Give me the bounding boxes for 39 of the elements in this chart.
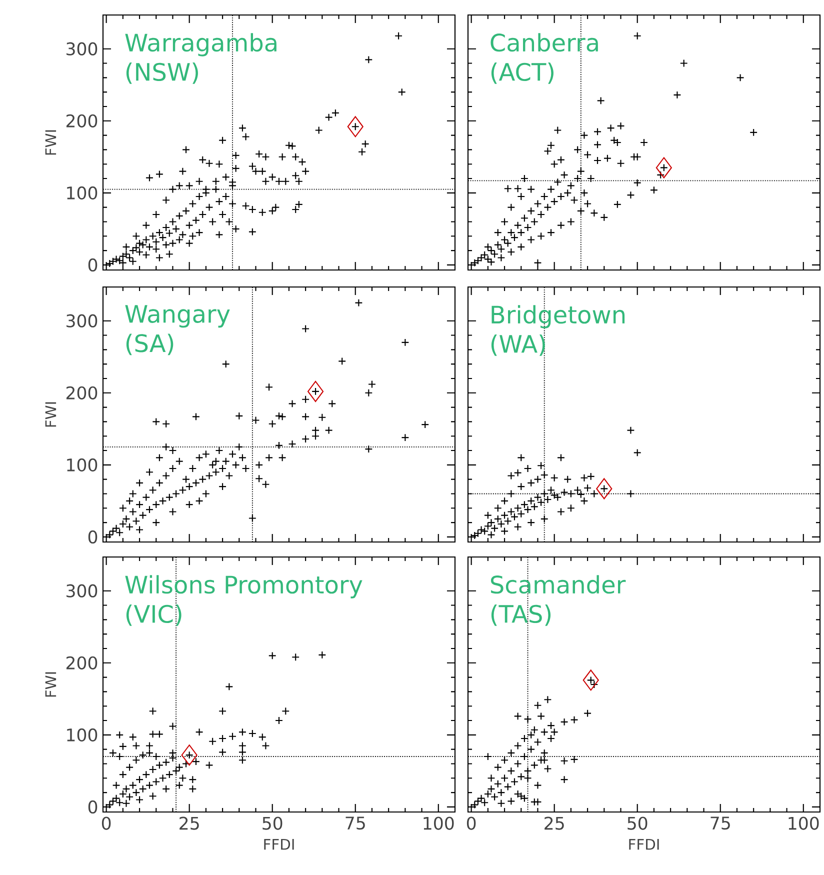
x-tick-label: 75 <box>346 816 365 830</box>
y-tick-label: 200 <box>66 656 97 670</box>
x-tick-label: 75 <box>710 816 730 830</box>
x-tick-label: 100 <box>788 816 819 830</box>
x-axis-title: FFDI <box>264 838 294 850</box>
y-axis-title: FWI <box>45 672 56 697</box>
text: Scamander <box>490 575 626 594</box>
text: (WA) <box>491 334 545 356</box>
text: (NSW) <box>126 62 198 84</box>
y-axis-title: FWI <box>45 130 56 155</box>
x-tick-label: 50 <box>262 816 282 830</box>
x-tick-label: 25 <box>179 816 199 830</box>
text: Bridgetown <box>492 305 624 328</box>
text: Warragamba <box>124 33 276 56</box>
y-tick-label: 100 <box>66 186 97 200</box>
x-tick-label: 25 <box>544 816 564 830</box>
x-tick-label: 50 <box>627 816 648 830</box>
text: (ACT) <box>491 62 554 84</box>
text: Canberra <box>490 33 598 52</box>
text: Wilsons Promontory <box>124 575 362 598</box>
y-tick-label: 100 <box>66 728 97 742</box>
y-tick-label: 200 <box>66 114 97 128</box>
y-tick-label: 0 <box>88 258 97 272</box>
text: (VIC) <box>126 604 182 626</box>
text: (TAS) <box>491 604 550 626</box>
y-tick-label: 200 <box>66 386 97 400</box>
text: (SA) <box>126 334 173 356</box>
y-tick-label: 100 <box>66 458 97 472</box>
text: Wangary <box>124 305 230 328</box>
y-tick-label: 0 <box>88 800 97 814</box>
y-tick-label: 0 <box>88 530 97 544</box>
x-tick-label: 0 <box>102 816 110 830</box>
y-tick-label: 300 <box>66 42 97 56</box>
y-axis-title: FWI <box>45 402 56 427</box>
y-tick-label: 300 <box>66 584 97 598</box>
y-tick-label: 300 <box>66 314 97 328</box>
x-tick-label: 0 <box>466 816 476 830</box>
x-tick-label: 100 <box>424 816 454 830</box>
x-axis-title: FFDI <box>629 838 659 850</box>
